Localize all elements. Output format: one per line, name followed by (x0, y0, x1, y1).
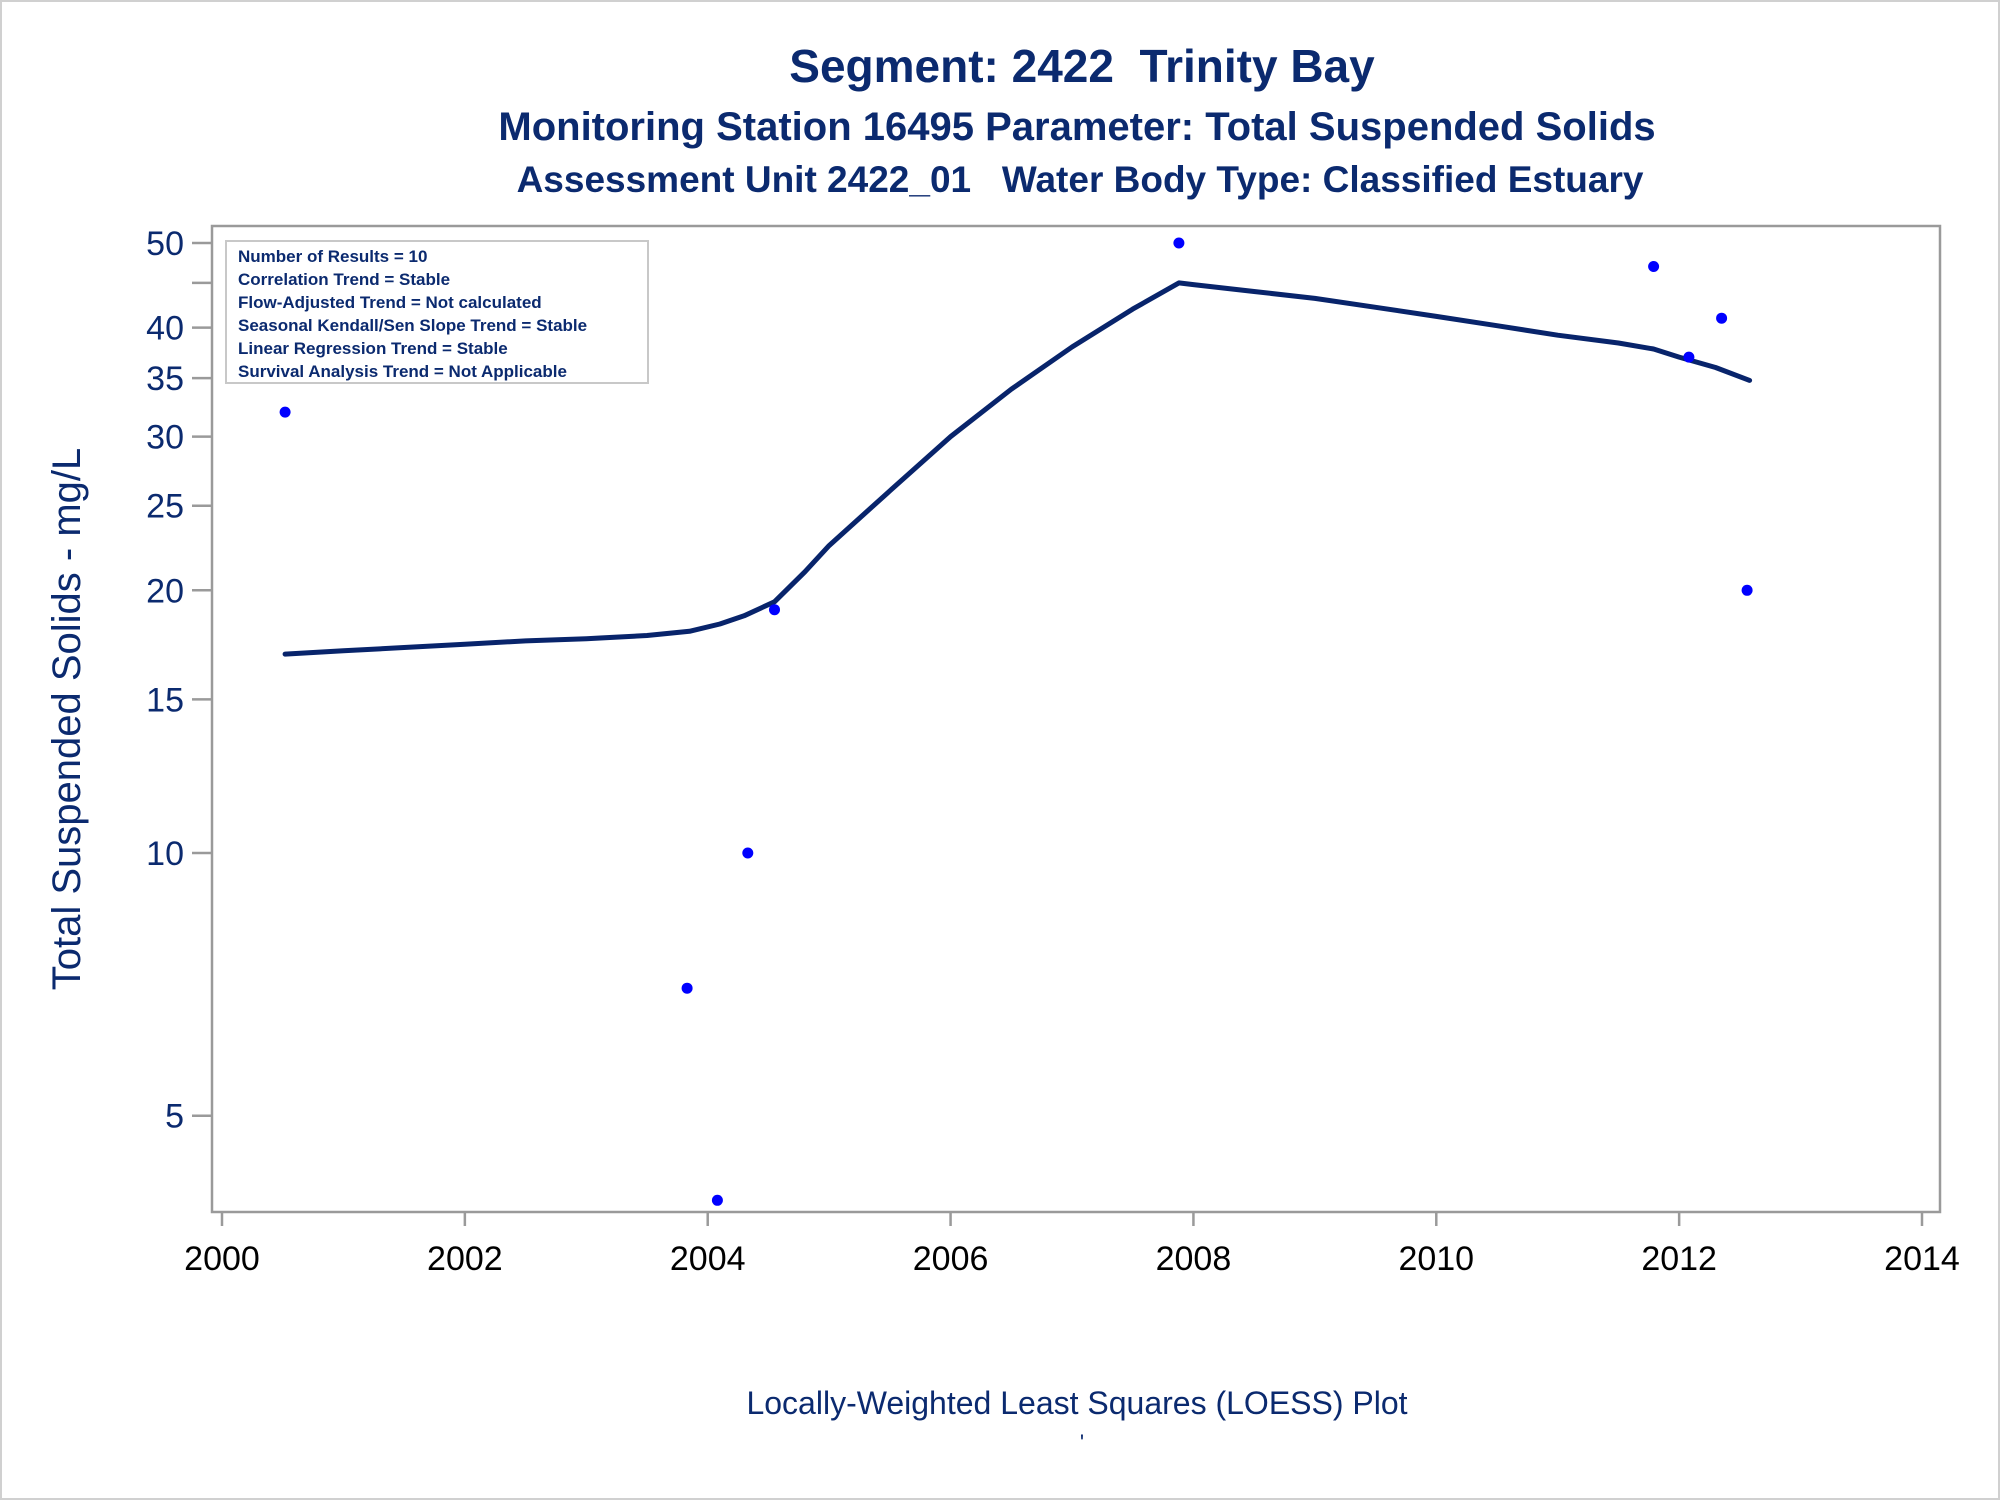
data-point (742, 847, 754, 859)
y-tick-label: 10 (146, 835, 184, 873)
plot-area (210, 224, 1942, 1214)
data-point (1683, 351, 1695, 363)
data-point (1716, 312, 1728, 324)
data-points (279, 237, 1753, 1206)
data-point (711, 1194, 723, 1206)
y-axis-label: Total Suspended Solids - mg/L (45, 448, 89, 991)
stats-line-flow-adjusted: Flow-Adjusted Trend = Not calculated (238, 293, 542, 312)
data-point (1648, 261, 1660, 272)
stats-line-correlation: Correlation Trend = Stable (238, 270, 450, 289)
x-tick-label: 2002 (427, 1240, 503, 1278)
y-tick-label: 15 (146, 681, 184, 719)
stats-line-results: Number of Results = 10 (238, 247, 427, 266)
x-axis-label: Locally-Weighted Least Squares (LOESS) P… (746, 1385, 1407, 1421)
chart-title: Segment: 2422 Trinity Bay (789, 40, 1375, 92)
x-tick-label: 2012 (1641, 1240, 1717, 1278)
x-tick-label: 2004 (670, 1240, 746, 1278)
y-tick-label: 25 (146, 488, 184, 526)
x-tick-label: 2008 (1156, 1240, 1232, 1278)
data-point (1173, 237, 1185, 249)
x-tick-label: 2010 (1398, 1240, 1474, 1278)
data-point (769, 604, 780, 616)
x-tick-label: 2014 (1884, 1240, 1960, 1278)
y-tick-label: 20 (146, 572, 184, 610)
data-point (681, 982, 693, 994)
data-point (1741, 584, 1753, 596)
loess-trend-line (282, 280, 1753, 657)
stats-line-seasonal-kendall: Seasonal Kendall/Sen Slope Trend = Stabl… (238, 316, 587, 335)
chart-subtitle-station: Monitoring Station 16495 Parameter: Tota… (498, 105, 1655, 149)
chart-subtitle-assessment: Assessment Unit 2422_01 Water Body Type:… (517, 159, 1644, 200)
stats-line-linear-regression: Linear Regression Trend = Stable (238, 339, 508, 358)
x-tick-label: 2006 (913, 1240, 989, 1278)
x-tick-label: 2000 (184, 1240, 260, 1278)
stats-box: Number of Results = 10 Correlation Trend… (225, 240, 649, 384)
stats-line-survival: Survival Analysis Trend = Not Applicable (238, 362, 567, 381)
stats-box-border (225, 240, 649, 384)
y-axis: 5 10 15 20 25 30 35 40 50 (146, 225, 212, 1136)
x-axis: 2000 2002 2004 2006 2008 2010 2012 2014 (184, 1212, 1960, 1278)
footnote: ' (1080, 1430, 1084, 1455)
y-tick-label: 30 (146, 419, 184, 457)
y-tick-label: 5 (165, 1098, 184, 1136)
data-point (279, 406, 291, 418)
y-tick-label: 35 (146, 360, 184, 398)
y-tick-label: 50 (146, 225, 184, 263)
y-tick-label: 40 (146, 310, 184, 348)
